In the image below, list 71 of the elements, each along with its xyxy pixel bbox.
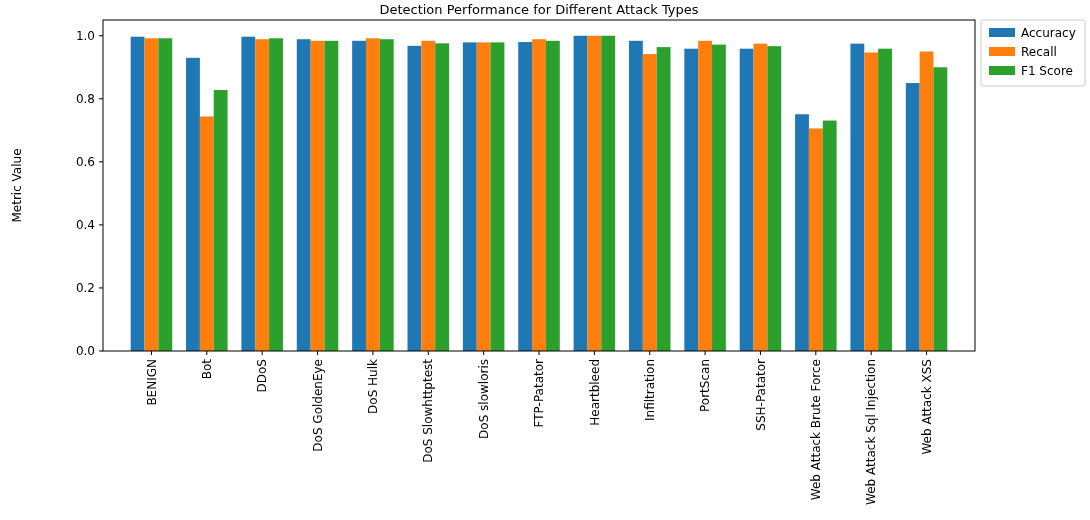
y-tick-label: 0.8 [75, 92, 95, 107]
bar [587, 35, 602, 351]
bar [628, 40, 643, 351]
x-tick-label: DoS slowloris [476, 359, 491, 439]
y-tick-label: 0.6 [75, 155, 95, 170]
bar [435, 43, 450, 351]
bar [130, 36, 145, 351]
bar [310, 40, 325, 351]
bar [712, 44, 726, 351]
bar [933, 67, 948, 351]
bar [864, 52, 879, 351]
bar [684, 48, 699, 351]
x-tick-label: DoS Slowhttptest [421, 358, 436, 463]
bar [490, 42, 505, 351]
bar [642, 54, 657, 351]
y-axis-title: Metric Value [10, 148, 24, 223]
bar [808, 128, 823, 351]
bar [296, 39, 311, 351]
x-tick-label: DoS GoldenEye [310, 359, 325, 452]
y-tick-label: 0.4 [75, 218, 95, 233]
bar [656, 47, 671, 351]
bar [905, 83, 920, 351]
x-tick-label: Web Attack Brute Force [809, 359, 824, 501]
y-tick-label: 1.0 [75, 28, 95, 43]
x-tick-label: Heartbleed [587, 359, 602, 426]
bar [213, 89, 228, 351]
legend-label: F1 Score [1021, 63, 1073, 78]
bar [518, 42, 533, 351]
bar [269, 38, 283, 351]
bar [919, 51, 934, 351]
bar [878, 48, 892, 351]
bar [476, 42, 491, 351]
bar [601, 35, 616, 351]
x-tick-label: PortScan [698, 359, 713, 412]
bar [352, 40, 366, 351]
bar [255, 39, 270, 351]
bar [186, 57, 200, 351]
bar [365, 38, 380, 351]
x-tick-label: DDoS [255, 359, 270, 393]
bar [795, 114, 809, 351]
bar [241, 36, 256, 351]
bar [850, 43, 865, 351]
bar [573, 35, 588, 351]
y-tick-label: 0.0 [75, 344, 95, 359]
x-tick-label: SSH-Patator [753, 358, 768, 431]
bar [462, 42, 477, 351]
x-tick-label: Web Attack Sql Injection [864, 359, 879, 505]
bar [545, 40, 560, 351]
bar [532, 39, 546, 351]
bar [822, 120, 837, 351]
bar [739, 48, 754, 351]
legend-label: Recall [1021, 44, 1057, 59]
x-tick-label: Web Attack XSS [919, 359, 934, 455]
bar [753, 43, 768, 351]
x-tick-label: BENIGN [144, 359, 159, 406]
bar [407, 45, 422, 351]
x-tick-label: DoS Hulk [366, 358, 381, 414]
bar [379, 39, 394, 351]
chart-title: Detection Performance for Different Attack Types [379, 2, 699, 17]
legend-label: Accuracy [1021, 25, 1076, 40]
bar [767, 46, 782, 351]
x-tick-label: Infiltration [642, 359, 657, 422]
bar [324, 40, 339, 351]
bar [199, 116, 214, 351]
bar [421, 40, 436, 351]
bar [698, 40, 713, 351]
bar [158, 38, 173, 351]
x-tick-label: FTP-Patator [532, 358, 547, 428]
y-tick-label: 0.2 [75, 281, 95, 296]
x-tick-label: Bot [200, 358, 215, 380]
bar [144, 38, 159, 351]
